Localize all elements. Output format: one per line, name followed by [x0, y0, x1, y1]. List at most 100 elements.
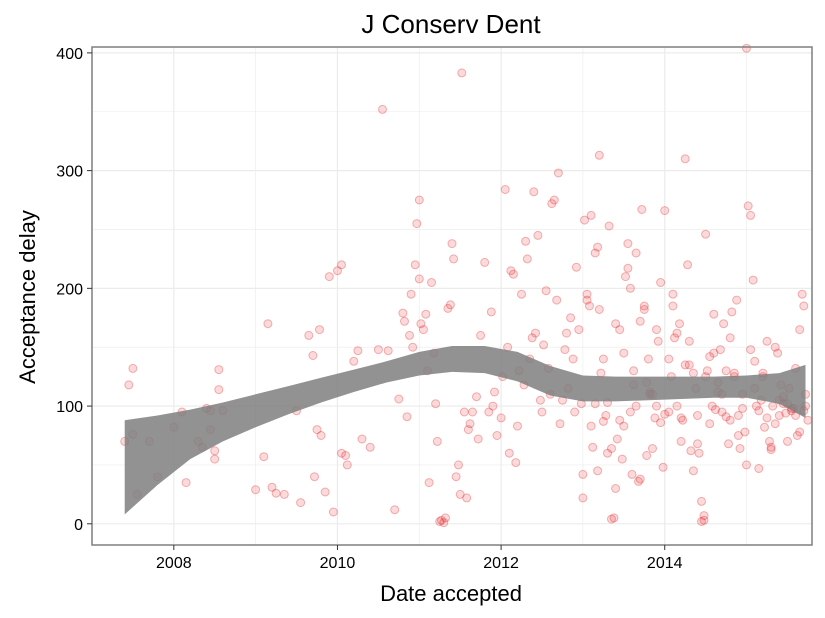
data-point — [457, 68, 467, 78]
data-point — [421, 309, 431, 319]
data-point — [617, 454, 627, 464]
data-point — [748, 275, 758, 285]
data-point — [441, 513, 450, 523]
data-point — [742, 43, 751, 53]
data-point — [394, 394, 404, 404]
data-point — [490, 387, 499, 397]
data-point — [531, 328, 540, 338]
data-point — [251, 485, 261, 495]
data-point — [500, 185, 510, 194]
data-point — [541, 286, 551, 296]
data-point — [593, 466, 603, 476]
data-point — [699, 515, 709, 525]
data-point — [593, 242, 603, 252]
data-point — [603, 448, 612, 458]
data-point — [634, 476, 643, 486]
data-point — [529, 187, 539, 197]
data-point — [535, 395, 545, 405]
data-point — [724, 439, 733, 449]
data-point — [639, 305, 649, 314]
data-point — [521, 236, 531, 246]
data-point — [310, 472, 319, 482]
data-point — [445, 300, 455, 310]
data-point — [594, 150, 604, 160]
data-point — [672, 401, 682, 411]
data-point — [625, 283, 635, 293]
data-point — [598, 416, 608, 426]
data-point — [631, 401, 641, 411]
data-point — [623, 263, 633, 273]
data-point — [517, 289, 526, 299]
data-point — [578, 493, 588, 503]
data-point — [658, 462, 668, 472]
data-point — [585, 301, 594, 311]
data-point — [349, 356, 359, 366]
data-points — [120, 43, 813, 528]
data-point — [410, 260, 420, 270]
x-tick-label: 2010 — [320, 555, 356, 572]
data-point — [574, 325, 584, 335]
data-point — [754, 464, 764, 473]
data-point — [390, 505, 400, 515]
plot-frame — [91, 46, 813, 546]
data-point — [259, 452, 269, 462]
data-point — [643, 354, 653, 364]
data-point — [707, 401, 717, 411]
data-point — [792, 431, 802, 440]
data-point — [743, 201, 753, 211]
y-tick-label: 100 — [56, 399, 83, 416]
data-point — [750, 356, 760, 366]
data-point — [378, 104, 387, 114]
data-point — [615, 325, 625, 335]
data-point — [721, 412, 731, 422]
data-point — [181, 478, 191, 488]
data-point — [353, 346, 363, 356]
data-point — [751, 401, 761, 411]
data-point — [580, 215, 589, 225]
data-point — [762, 413, 772, 423]
data-point — [578, 469, 588, 479]
data-point — [596, 368, 606, 378]
data-point — [619, 348, 629, 358]
y-tick-label: 400 — [56, 46, 83, 63]
data-point — [586, 421, 596, 431]
data-point — [586, 210, 596, 220]
data-point — [337, 448, 346, 458]
data-point — [660, 409, 670, 419]
data-point — [570, 407, 580, 417]
data-point — [664, 407, 674, 417]
data-point — [427, 278, 436, 287]
data-point — [560, 345, 570, 355]
data-point — [656, 278, 666, 287]
data-point — [357, 434, 367, 444]
data-point — [675, 319, 684, 329]
data-point — [406, 289, 416, 299]
data-point — [449, 254, 459, 264]
data-point — [783, 436, 792, 446]
data-point — [664, 354, 674, 364]
data-point — [400, 316, 409, 326]
data-point — [468, 407, 477, 417]
data-point — [547, 199, 557, 209]
data-point — [582, 289, 592, 299]
y-axis-title: Acceptance delay — [15, 210, 40, 384]
data-point — [465, 419, 475, 429]
data-point — [733, 411, 743, 420]
data-point — [650, 413, 660, 423]
data-point — [612, 434, 622, 444]
data-point — [522, 254, 532, 264]
data-point — [590, 248, 600, 258]
data-point — [210, 446, 220, 456]
data-point — [508, 269, 518, 279]
data-point — [631, 248, 641, 258]
data-point — [686, 446, 696, 456]
data-point — [773, 348, 783, 358]
data-point — [648, 444, 657, 453]
data-point — [709, 309, 719, 319]
data-point — [414, 195, 424, 205]
data-point — [549, 195, 559, 205]
data-point — [443, 303, 453, 313]
data-point — [607, 514, 616, 524]
data-point — [672, 328, 682, 338]
data-point — [742, 460, 751, 470]
